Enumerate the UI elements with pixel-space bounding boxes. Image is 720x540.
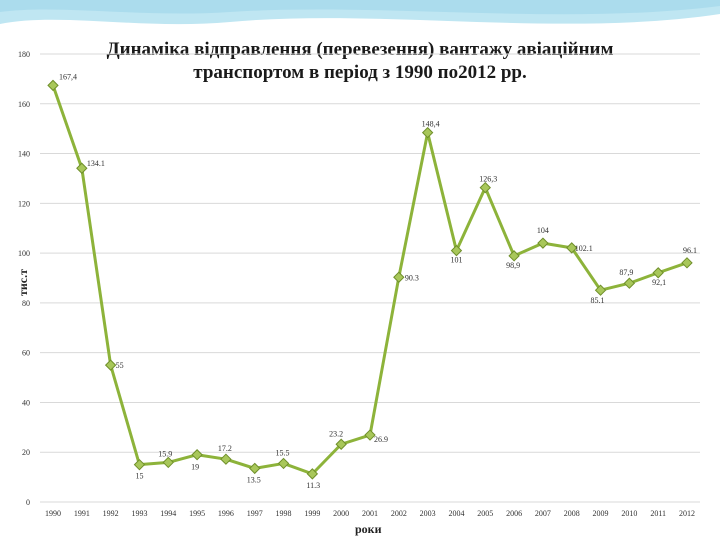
y-tick-label: 160	[18, 100, 30, 109]
data-label: 19	[191, 463, 199, 472]
data-point	[249, 462, 261, 475]
data-label: 102.1	[575, 244, 593, 253]
x-tick-label: 1992	[103, 509, 119, 518]
x-tick-label: 2003	[420, 509, 436, 518]
x-tick-label: 2006	[506, 509, 522, 518]
series-line	[51, 84, 688, 476]
data-point	[335, 438, 347, 450]
data-point	[479, 181, 491, 194]
data-label: 134.1	[87, 159, 105, 168]
x-tick-label: 1994	[160, 509, 176, 518]
x-tick-label: 2009	[593, 509, 609, 518]
data-point	[220, 453, 232, 465]
data-label: 15.5	[276, 448, 290, 457]
data-label: 87,9	[619, 268, 633, 277]
data-label: 15.9	[158, 449, 172, 458]
x-tick-label: 1997	[247, 509, 263, 518]
data-point	[623, 277, 636, 289]
x-tick-label: 1998	[276, 509, 292, 518]
data-point	[76, 162, 88, 174]
y-tick-label: 140	[18, 150, 30, 159]
data-point	[277, 457, 290, 470]
chart-title-line-2: транспортом в період з 1990 по2012 рр.	[193, 62, 527, 83]
x-tick-label: 1991	[74, 509, 90, 518]
data-point	[508, 250, 520, 262]
data-label: 96.1	[683, 246, 697, 255]
x-tick-label: 2011	[650, 509, 666, 518]
data-label: 148,4	[422, 120, 440, 129]
data-point	[681, 257, 693, 269]
data-label: 126,3	[479, 175, 497, 184]
x-tick-label: 1996	[218, 509, 234, 518]
data-label: 23.2	[329, 429, 343, 438]
data-label: 85.1	[591, 296, 605, 305]
data-point	[162, 456, 174, 469]
x-tick-label: 2008	[564, 509, 580, 518]
data-point	[364, 429, 376, 441]
data-point	[393, 271, 405, 283]
data-label: 104	[537, 226, 549, 235]
x-tick-label: 2010	[621, 509, 637, 518]
data-label: 167,4	[59, 72, 77, 81]
data-point	[306, 468, 319, 480]
data-label: 17.2	[218, 444, 232, 453]
data-label: 15	[135, 472, 143, 481]
data-point	[537, 237, 549, 249]
y-tick-label: 60	[22, 349, 30, 358]
data-label: 98,9	[506, 261, 520, 270]
y-tick-label: 80	[22, 299, 30, 308]
x-tick-label: 2012	[679, 509, 695, 518]
x-tick-label: 2000	[333, 509, 349, 518]
data-label: 101	[450, 256, 462, 265]
x-tick-label: 1999	[304, 509, 320, 518]
data-point	[594, 284, 607, 296]
data-point	[47, 79, 59, 92]
data-point	[104, 359, 117, 371]
data-point	[133, 458, 146, 471]
x-tick-label: 2004	[448, 509, 464, 518]
y-tick-label: 20	[22, 448, 30, 457]
y-tick-label: 180	[18, 50, 30, 59]
data-label: 26.9	[374, 435, 388, 444]
chart-title: Динаміка відправлення (перевезення) вант…	[40, 38, 680, 84]
y-tick-label: 100	[18, 249, 30, 258]
data-label: 13.5	[247, 475, 261, 484]
x-tick-label: 2005	[477, 509, 493, 518]
x-tick-label: 1995	[189, 509, 205, 518]
y-axis-label: тис.т	[16, 268, 30, 296]
data-point	[566, 242, 578, 254]
x-tick-label: 2007	[535, 509, 551, 518]
x-tick-label: 2001	[362, 509, 378, 518]
x-tick-label: 1990	[45, 509, 61, 518]
x-axis-label: роки	[355, 522, 382, 536]
x-tick-label: 1993	[131, 509, 147, 518]
data-point	[191, 449, 203, 461]
header-wave-decoration	[0, 0, 720, 25]
chart-title-line-1: Динаміка відправлення (перевезення) вант…	[106, 39, 614, 60]
data-point	[652, 267, 664, 279]
data-label: 90.3	[405, 273, 419, 282]
data-point	[421, 126, 434, 139]
y-tick-label: 0	[26, 498, 30, 507]
data-label: 11.3	[306, 481, 320, 490]
data-label: 55	[116, 361, 124, 370]
y-tick-label: 40	[22, 398, 30, 407]
x-tick-label: 2002	[391, 509, 407, 518]
y-tick-label: 120	[18, 199, 30, 208]
data-label: 92,1	[652, 278, 666, 287]
data-point	[450, 244, 463, 257]
